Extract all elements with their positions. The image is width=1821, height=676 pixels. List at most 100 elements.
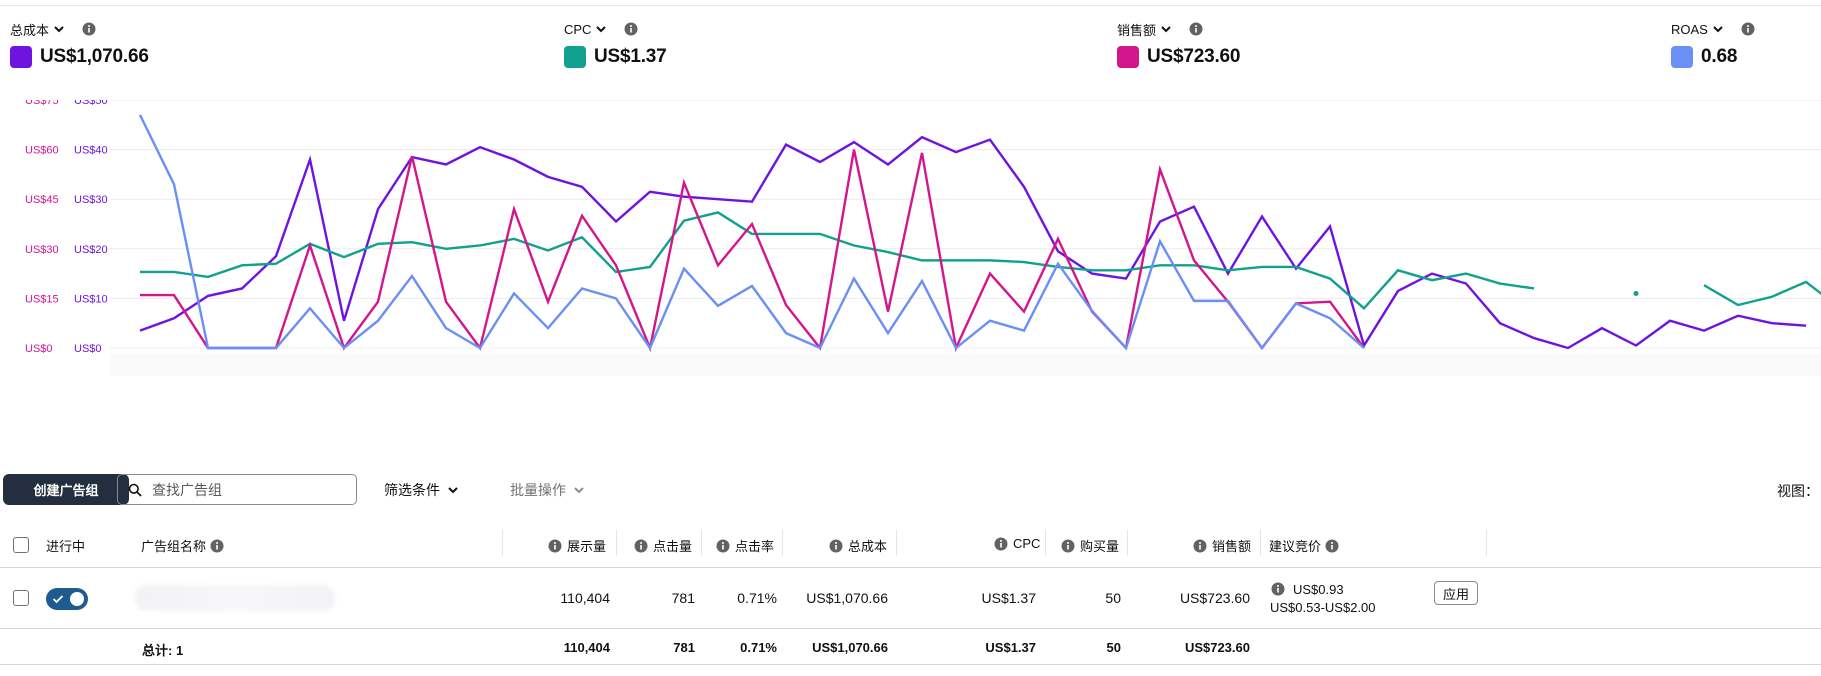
right-axis-tick-label: US$0 xyxy=(74,343,102,355)
info-icon[interactable] xyxy=(1193,539,1207,553)
metric-label: ROAS xyxy=(1671,21,1708,37)
right-axis-tick-label: US$30 xyxy=(74,194,108,206)
chevron-down-icon[interactable] xyxy=(1711,22,1725,36)
series-line-cost xyxy=(139,135,1807,350)
column-divider xyxy=(502,530,503,556)
header-impressions[interactable]: 展示量 xyxy=(548,536,606,555)
left-axis-tick-label: US$60 xyxy=(25,145,59,157)
left-axis-tick-label: US$30 xyxy=(25,244,59,256)
column-divider xyxy=(1486,530,1487,556)
metric-label: 销售额 xyxy=(1117,22,1157,38)
metric-value: 0.68 xyxy=(1701,46,1738,67)
metric-color-swatch xyxy=(1671,46,1693,68)
info-icon[interactable] xyxy=(210,539,224,553)
header-purchases[interactable]: 购买量 xyxy=(1061,536,1119,555)
column-divider xyxy=(701,530,702,556)
info-icon[interactable] xyxy=(1061,539,1075,553)
header-clicks[interactable]: 点击量 xyxy=(634,536,692,555)
toolbar: 创建广告组 筛选条件 批量操作 视图： xyxy=(0,472,1821,508)
info-icon[interactable] xyxy=(1741,22,1755,36)
metric-value: US$1,070.66 xyxy=(40,46,149,67)
info-icon[interactable] xyxy=(82,22,96,36)
ad-groups-table: 进行中 广告组名称 展示量 点击量 点击率 总成本 CPC xyxy=(0,522,1821,665)
metric-label: CPC xyxy=(564,21,592,37)
x-axis-labels-redacted xyxy=(110,354,1821,376)
chevron-down-icon[interactable] xyxy=(594,22,608,36)
search-input[interactable] xyxy=(152,481,342,498)
total-ctr: 0.71% xyxy=(740,640,777,655)
filter-label: 筛选条件 xyxy=(384,482,440,498)
info-icon[interactable] xyxy=(1325,539,1339,553)
info-icon[interactable] xyxy=(994,537,1008,551)
info-icon[interactable] xyxy=(716,539,730,553)
metric-card-roas[interactable]: ROAS 0.68 xyxy=(1671,20,1755,68)
total-sales: US$723.60 xyxy=(1184,640,1250,655)
cell-bid-range: US$0.53-US$2.00 xyxy=(1270,600,1376,615)
left-axis-tick-label: US$45 xyxy=(25,194,59,206)
left-axis-tick-label: US$75 xyxy=(25,100,59,107)
right-axis-tick-label: US$20 xyxy=(74,244,108,256)
metric-card-cost[interactable]: 总成本 US$1,070.66 xyxy=(10,20,149,68)
chevron-down-icon xyxy=(448,487,458,494)
series-point-cpc xyxy=(1633,290,1639,296)
table-row[interactable]: 110,404 781 0.71% US$1,070.66 US$1.37 50… xyxy=(0,568,1821,629)
header-suggested-bid[interactable]: 建议竞价 xyxy=(1269,536,1339,555)
select-all-checkbox[interactable] xyxy=(13,537,29,553)
info-icon[interactable] xyxy=(624,22,638,36)
table-total-row: 总计: 1 110,404 781 0.71% US$1,070.66 US$1… xyxy=(0,629,1821,665)
metric-color-swatch xyxy=(1117,46,1139,68)
create-ad-group-button[interactable]: 创建广告组 xyxy=(3,474,129,505)
header-cost[interactable]: 总成本 xyxy=(829,536,887,555)
total-label: 总计: 1 xyxy=(142,643,184,658)
left-axis-tick-label: US$15 xyxy=(25,293,59,305)
cell-cost: US$1,070.66 xyxy=(806,590,888,606)
total-cost: US$1,070.66 xyxy=(812,640,888,655)
filter-dropdown[interactable]: 筛选条件 xyxy=(384,480,460,500)
column-divider xyxy=(1260,530,1261,556)
cell-impressions: 110,404 xyxy=(560,590,610,606)
metric-color-swatch xyxy=(564,46,586,68)
info-icon[interactable] xyxy=(634,539,648,553)
header-active[interactable]: 进行中 xyxy=(46,539,86,554)
search-box[interactable] xyxy=(117,474,357,505)
checkmark-icon xyxy=(52,595,64,604)
metric-color-swatch xyxy=(10,46,32,68)
top-divider xyxy=(0,5,1821,6)
metric-card-cpc[interactable]: CPC US$1.37 xyxy=(564,20,667,68)
cell-ctr: 0.71% xyxy=(737,590,777,606)
performance-line-chart: US$75 US$50 US$60 US$40 US$45 US$30 US$30 US$20… xyxy=(25,100,1821,376)
info-icon[interactable] xyxy=(548,539,562,553)
row-checkbox[interactable] xyxy=(13,590,29,606)
total-purchases: 50 xyxy=(1106,640,1121,655)
header-name[interactable]: 广告组名称 xyxy=(141,536,224,555)
info-icon[interactable] xyxy=(1271,582,1285,596)
column-divider xyxy=(896,530,897,556)
chevron-down-icon[interactable] xyxy=(52,22,66,36)
total-impressions: 110,404 xyxy=(563,640,610,655)
view-selector[interactable]: 视图： xyxy=(1777,483,1819,499)
bulk-actions-label: 批量操作 xyxy=(510,482,566,498)
ad-group-name-redacted[interactable] xyxy=(135,585,335,611)
header-cpc[interactable]: CPC xyxy=(994,536,1040,551)
metric-value: US$723.60 xyxy=(1147,46,1241,67)
cell-clicks: 781 xyxy=(671,590,695,606)
info-icon[interactable] xyxy=(1189,22,1203,36)
right-axis-tick-label: US$50 xyxy=(74,100,108,107)
header-ctr[interactable]: 点击率 xyxy=(716,536,774,555)
metric-value: US$1.37 xyxy=(594,46,667,67)
column-divider xyxy=(1045,530,1046,556)
cell-purchases: 50 xyxy=(1105,590,1121,606)
apply-bid-button[interactable]: 应用 xyxy=(1434,581,1478,605)
metric-card-sales[interactable]: 销售额 US$723.60 xyxy=(1117,20,1240,68)
toggle-knob xyxy=(70,592,84,606)
chevron-down-icon[interactable] xyxy=(1159,22,1173,36)
active-toggle[interactable] xyxy=(46,588,88,610)
header-sales[interactable]: 销售额 xyxy=(1193,536,1251,555)
series-line-cpc xyxy=(140,211,1535,311)
table-header: 进行中 广告组名称 展示量 点击量 点击率 总成本 CPC xyxy=(0,522,1821,568)
bulk-actions-dropdown[interactable]: 批量操作 xyxy=(510,480,586,500)
series-line-roas xyxy=(138,114,1365,351)
column-divider xyxy=(616,530,617,556)
left-axis-tick-label: US$0 xyxy=(25,343,53,355)
info-icon[interactable] xyxy=(829,539,843,553)
